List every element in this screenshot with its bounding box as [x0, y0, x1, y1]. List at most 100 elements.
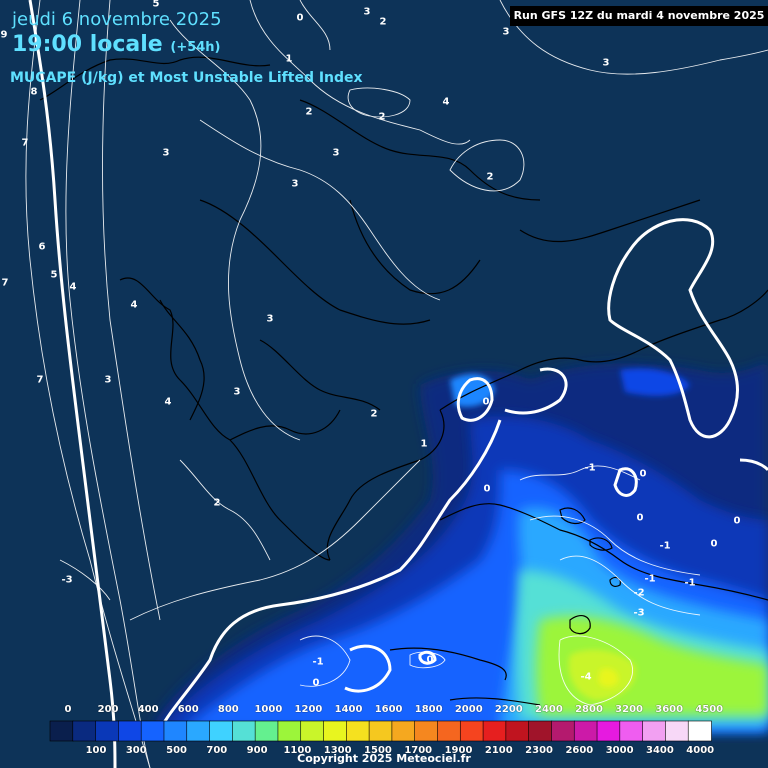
scale-label-top: 600 — [177, 704, 199, 715]
scale-label-bottom: 300 — [125, 745, 147, 756]
scale-swatch — [49, 720, 74, 742]
scale-label-bottom: 1300 — [323, 745, 352, 756]
contour-label: 5 — [152, 0, 160, 10]
contour-label: 0 — [733, 515, 741, 527]
lifted-index-contours — [25, 0, 768, 768]
contour-label: 4 — [164, 396, 172, 408]
scale-swatch — [232, 720, 256, 742]
scale-label-bottom: 500 — [166, 745, 187, 756]
scale-swatch — [528, 720, 553, 742]
contour-label: 3 — [233, 386, 241, 398]
scale-label-bottom: 2300 — [525, 745, 553, 756]
contour-label: 3 — [332, 147, 340, 159]
scale-label-bottom: 1100 — [283, 745, 312, 756]
scale-label-bottom: 3000 — [605, 745, 634, 756]
scale-label-top: 4500 — [695, 704, 724, 715]
scale-swatch — [95, 720, 120, 742]
scale-swatch — [642, 720, 667, 742]
contour-label: 0 — [426, 654, 434, 666]
contour-label: -1 — [312, 656, 324, 668]
scale-swatch — [459, 720, 484, 742]
contour-label: 4 — [69, 281, 77, 293]
parameter-title: MUCAPE (J/kg) et Most Unstable Lifted In… — [10, 70, 363, 86]
scale-label-top: 2400 — [535, 704, 563, 715]
scale-swatch — [687, 720, 712, 742]
scale-label-top: 3200 — [615, 704, 643, 715]
scale-label-top: 200 — [97, 704, 119, 715]
scale-label-bottom: 4000 — [686, 745, 715, 756]
scale-swatch — [72, 720, 97, 742]
scale-label-bottom: 1700 — [404, 745, 433, 756]
contour-label: 0 — [639, 468, 647, 480]
copyright-notice: Copyright 2025 Meteociel.fr — [297, 752, 471, 765]
forecast-date: jeudi 6 novembre 2025 — [12, 9, 222, 30]
scale-label-top: 3600 — [655, 704, 684, 715]
scale-label-top: 1600 — [374, 704, 403, 715]
contour-label: -4 — [580, 671, 592, 683]
scale-swatch — [368, 720, 393, 742]
contour-label: 3 — [266, 313, 274, 325]
contour-label: 1 — [285, 53, 293, 65]
scale-swatch — [391, 720, 416, 742]
contour-label: -2 — [633, 587, 645, 599]
scale-swatch — [346, 720, 370, 742]
scale-swatch — [665, 720, 690, 742]
model-run-banner: Run GFS 12Z du mardi 4 novembre 2025 — [510, 6, 768, 26]
contour-label: 0 — [312, 677, 320, 689]
scale-label-top: 1000 — [254, 704, 283, 715]
forecast-time-value: 19:00 locale — [12, 32, 163, 57]
forecast-time: 19:00 locale (+54h) — [12, 33, 221, 60]
scale-label-top: 0 — [64, 704, 72, 715]
scale-label-bottom: 2100 — [484, 745, 513, 756]
contour-label: 7 — [36, 374, 44, 386]
scale-swatch — [596, 720, 621, 742]
scale-swatch — [163, 720, 188, 742]
contour-label: -1 — [659, 540, 671, 552]
scale-swatch — [505, 720, 530, 742]
contour-label: 3 — [602, 57, 610, 69]
scale-label-top: 400 — [137, 704, 159, 715]
contour-label: 8 — [30, 86, 38, 98]
scale-swatch — [277, 720, 302, 742]
cape-shading — [150, 360, 768, 730]
scale-swatch — [482, 720, 507, 742]
contour-label: 7 — [1, 277, 9, 289]
contour-label: 1 — [420, 438, 428, 450]
contour-label: 2 — [370, 408, 378, 420]
forecast-offset: (+54h) — [170, 40, 221, 55]
scale-label-top: 2000 — [454, 704, 483, 715]
scale-swatch — [619, 720, 644, 742]
scale-label-top: 1200 — [294, 704, 323, 715]
scale-swatch — [414, 720, 439, 742]
contour-label: -1 — [644, 573, 656, 585]
scale-label-bottom: 900 — [246, 745, 268, 756]
contour-label: 5 — [50, 269, 58, 281]
scale-label-bottom: 3400 — [646, 745, 674, 756]
contour-label: 3 — [363, 6, 371, 18]
contour-label: 3 — [502, 26, 510, 38]
scale-swatch — [573, 720, 598, 742]
contour-label: 3 — [291, 178, 299, 190]
scale-swatch — [300, 720, 325, 742]
scale-label-top: 800 — [217, 704, 239, 715]
contour-label: -1 — [684, 577, 696, 589]
scale-swatch — [140, 720, 165, 742]
contour-label: 9 — [0, 29, 8, 41]
scale-label-bottom: 700 — [206, 745, 228, 756]
scale-swatch — [209, 720, 234, 742]
scale-label-top: 1800 — [414, 704, 443, 715]
scale-swatch — [551, 720, 576, 742]
scale-label-top: 2800 — [575, 704, 603, 715]
contour-label: -3 — [633, 607, 645, 619]
contour-label: 0 — [710, 538, 718, 550]
scale-swatch — [254, 720, 279, 742]
contour-label: 4 — [442, 96, 450, 108]
contour-label: 7 — [21, 137, 29, 149]
contour-label: 3 — [104, 374, 112, 386]
contour-label: 0 — [482, 396, 490, 408]
contour-label: 0 — [296, 12, 304, 24]
contour-label: 2 — [305, 106, 313, 118]
scale-swatch — [323, 720, 348, 742]
